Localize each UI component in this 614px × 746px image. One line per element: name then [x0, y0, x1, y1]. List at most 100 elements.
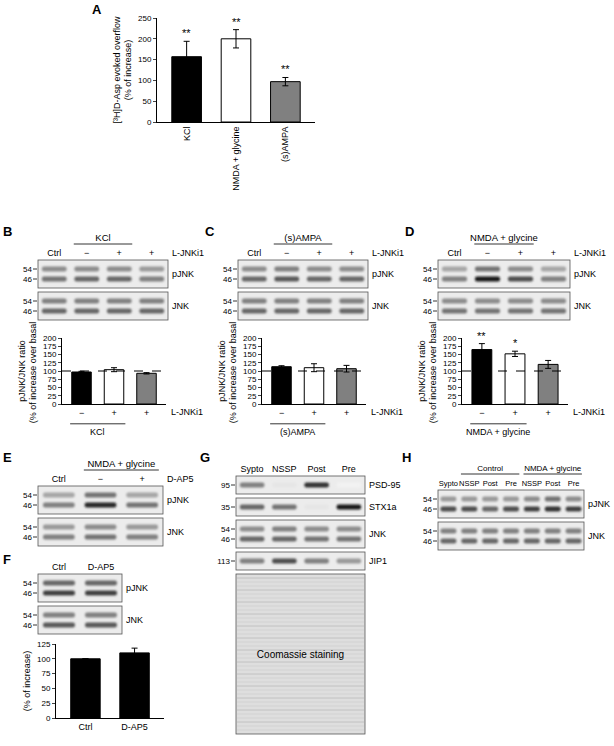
svg-text:Ctrl: Ctrl — [247, 248, 261, 258]
svg-text:Post: Post — [545, 479, 561, 488]
svg-text:−: − — [79, 408, 84, 418]
svg-text:100: 100 — [138, 76, 152, 85]
svg-text:125: 125 — [243, 359, 257, 368]
svg-text:Ctrl: Ctrl — [52, 474, 66, 484]
svg-text:175: 175 — [443, 342, 457, 351]
svg-text:150: 150 — [243, 350, 257, 359]
svg-text:JIP1: JIP1 — [369, 556, 387, 566]
svg-text:54: 54 — [423, 495, 432, 504]
svg-text:54: 54 — [23, 265, 32, 274]
svg-text:NMDA + glycine: NMDA + glycine — [87, 458, 155, 469]
svg-text:125: 125 — [43, 359, 57, 368]
svg-text:0: 0 — [147, 118, 152, 127]
svg-text:150: 150 — [443, 350, 457, 359]
svg-text:46: 46 — [223, 275, 232, 284]
svg-text:50: 50 — [47, 383, 56, 392]
svg-text:JNK: JNK — [588, 531, 605, 541]
svg-text:0: 0 — [252, 400, 257, 409]
svg-text:+: + — [111, 408, 116, 418]
svg-text:**: ** — [232, 16, 241, 28]
svg-text:JNK: JNK — [126, 615, 143, 625]
svg-text:L-JNKi1: L-JNKi1 — [372, 248, 404, 258]
svg-text:46: 46 — [23, 501, 32, 510]
svg-text:+: + — [344, 408, 349, 418]
svg-text:46: 46 — [221, 535, 230, 544]
svg-text:KCl: KCl — [90, 427, 105, 437]
svg-text:+: + — [117, 248, 122, 258]
svg-text:[³H]D-Asp evoked overflow(% of: [³H]D-Asp evoked overflow(% of increase) — [112, 16, 134, 124]
svg-text:NSSP: NSSP — [459, 479, 479, 488]
svg-text:PSD-95: PSD-95 — [369, 480, 401, 490]
svg-text:JNK: JNK — [172, 301, 189, 311]
svg-text:+: + — [311, 408, 316, 418]
svg-text:pJNK/JNK ratio(% of increase o: pJNK/JNK ratio(% of increase over basal) — [17, 322, 39, 423]
svg-text:75: 75 — [41, 669, 50, 678]
svg-text:200: 200 — [443, 334, 457, 343]
svg-text:L-JNKi1: L-JNKi1 — [172, 248, 204, 258]
svg-text:D-AP5: D-AP5 — [88, 562, 115, 572]
svg-text:54: 54 — [223, 297, 232, 306]
svg-text:46: 46 — [23, 533, 32, 542]
svg-text:75: 75 — [47, 375, 56, 384]
svg-text:D-AP5: D-AP5 — [121, 722, 148, 732]
svg-text:pJNK/JNK ratio(% of increase o: pJNK/JNK ratio(% of increase over basal) — [417, 322, 439, 423]
svg-text:54: 54 — [221, 525, 230, 534]
svg-text:L-JNKi1: L-JNKi1 — [574, 248, 606, 258]
svg-text:−: − — [279, 408, 284, 418]
svg-text:0: 0 — [46, 714, 51, 723]
svg-text:54: 54 — [23, 297, 32, 306]
svg-text:Ctrl: Ctrl — [448, 248, 462, 258]
svg-text:Post: Post — [308, 464, 327, 474]
svg-text:JNK: JNK — [372, 301, 389, 311]
svg-text:54: 54 — [423, 265, 432, 274]
svg-text:200: 200 — [243, 334, 257, 343]
svg-text:46: 46 — [423, 275, 432, 284]
svg-text:200: 200 — [43, 334, 57, 343]
svg-text:Ctrl: Ctrl — [47, 248, 61, 258]
svg-text:0: 0 — [452, 400, 457, 409]
svg-text:25: 25 — [41, 699, 50, 708]
svg-text:175: 175 — [243, 342, 257, 351]
svg-text:25: 25 — [247, 392, 256, 401]
svg-text:50: 50 — [41, 684, 50, 693]
svg-text:46: 46 — [23, 275, 32, 284]
svg-text:200: 200 — [138, 35, 152, 44]
svg-text:75: 75 — [247, 375, 256, 384]
svg-text:NMDA + glycine: NMDA + glycine — [524, 464, 582, 473]
svg-text:L-JNKi1: L-JNKi1 — [171, 407, 203, 417]
svg-text:46: 46 — [23, 621, 32, 630]
svg-text:+: + — [144, 408, 149, 418]
svg-text:Post: Post — [483, 479, 499, 488]
svg-text:+: + — [349, 248, 354, 258]
svg-text:**: ** — [281, 63, 290, 75]
svg-text:25: 25 — [447, 392, 456, 401]
svg-text:+: + — [140, 474, 145, 484]
svg-text:pJNK: pJNK — [372, 269, 394, 279]
svg-text:150: 150 — [43, 350, 57, 359]
svg-text:125: 125 — [443, 359, 457, 368]
svg-text:NSSP: NSSP — [522, 479, 542, 488]
svg-text:+: + — [551, 248, 556, 258]
svg-text:**: ** — [182, 27, 191, 39]
svg-text:100: 100 — [243, 367, 257, 376]
svg-text:Control: Control — [477, 464, 503, 473]
svg-text:NMDA + glycine: NMDA + glycine — [466, 427, 530, 437]
svg-text:L-JNKi1: L-JNKi1 — [573, 407, 605, 417]
svg-text:JNK: JNK — [574, 301, 591, 311]
svg-text:50: 50 — [447, 383, 456, 392]
svg-text:54: 54 — [423, 297, 432, 306]
svg-text:(s)AMPA: (s)AMPA — [280, 127, 290, 162]
svg-text:100: 100 — [43, 367, 57, 376]
svg-text:Sypto: Sypto — [439, 479, 458, 488]
svg-text:250: 250 — [138, 14, 152, 23]
svg-text:−: − — [98, 474, 103, 484]
svg-text:+: + — [512, 408, 517, 418]
svg-text:KCl: KCl — [182, 127, 192, 142]
svg-text:54: 54 — [23, 491, 32, 500]
svg-text:50: 50 — [142, 97, 151, 106]
svg-text:*: * — [513, 337, 518, 349]
svg-text:Ctrl: Ctrl — [78, 722, 92, 732]
svg-text:D-AP5: D-AP5 — [167, 474, 194, 484]
svg-text:25: 25 — [47, 392, 56, 401]
svg-text:+: + — [545, 408, 550, 418]
